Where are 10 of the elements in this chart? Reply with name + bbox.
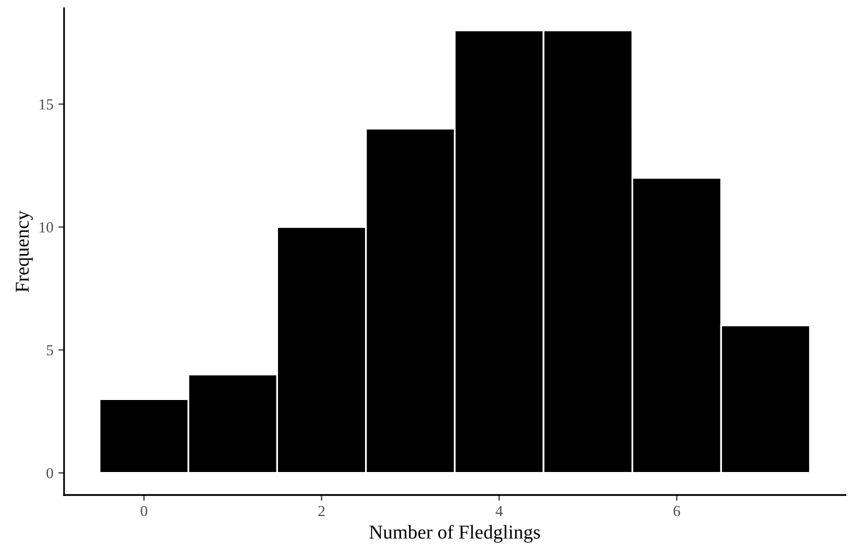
x-tick-label: 6 xyxy=(674,506,680,516)
x-axis-title: Number of Fledglings xyxy=(369,524,540,543)
x-tick-label: 4 xyxy=(496,506,503,516)
x-tick-label: 2 xyxy=(318,506,325,516)
y-tick-label: 15 xyxy=(40,99,54,110)
y-tick-label: 5 xyxy=(46,345,54,356)
y-tick-label: 0 xyxy=(46,468,54,478)
y-tick-label: 10 xyxy=(40,222,54,232)
y-axis-title: Frequency xyxy=(16,210,33,292)
x-tick-label: 0 xyxy=(140,506,148,516)
